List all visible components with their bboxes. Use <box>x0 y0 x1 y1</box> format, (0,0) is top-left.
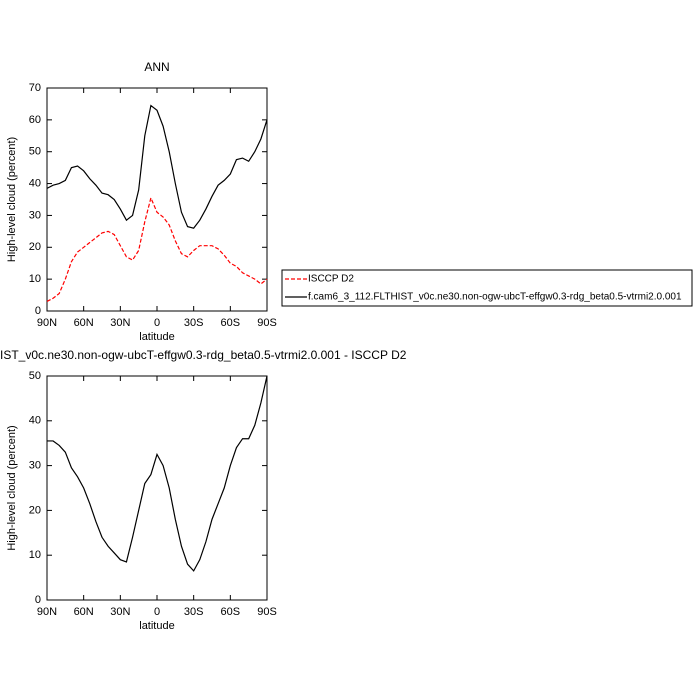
chart-title: IST_v0c.ne30.non-ogw-ubcT-effgw0.3-rdg_b… <box>0 348 407 362</box>
y-axis-label: High-level cloud (percent) <box>6 137 18 262</box>
x-axis-label: latitude <box>139 331 174 343</box>
x-tick-label: 90N <box>37 317 57 329</box>
y-axis-label: High-level cloud (percent) <box>6 425 18 550</box>
plot-frame <box>46 375 268 601</box>
legend-label: ISCCP D2 <box>308 274 354 285</box>
y-tick-label: 50 <box>29 146 41 158</box>
x-tick-label: 30S <box>184 317 204 329</box>
y-tick-label: 50 <box>29 370 41 382</box>
data-line <box>46 196 268 302</box>
y-tick-label: 60 <box>29 114 41 126</box>
x-tick-label: 90S <box>257 606 277 618</box>
data-line <box>46 104 268 229</box>
x-tick-label: 30N <box>110 317 130 329</box>
legend: ISCCP D2 f.cam6_3_112.FLTHIST_v0c.ne30.no… <box>281 269 693 307</box>
x-tick-label: 60N <box>74 606 94 618</box>
y-tick-label: 20 <box>29 241 41 253</box>
y-tick-label: 0 <box>35 305 41 317</box>
y-tick-label: 20 <box>29 504 41 516</box>
y-tick-label: 30 <box>29 460 41 472</box>
y-tick-label: 70 <box>29 82 41 94</box>
plot-frame <box>46 87 268 312</box>
x-tick-label: 90S <box>257 317 277 329</box>
x-axis-label: latitude <box>139 620 174 632</box>
x-tick-label: 90N <box>37 606 57 618</box>
chart-title: ANN <box>144 60 169 74</box>
x-tick-label: 60N <box>74 317 94 329</box>
x-tick-label: 60S <box>221 317 241 329</box>
x-tick-label: 0 <box>154 317 160 329</box>
y-tick-label: 30 <box>29 209 41 221</box>
x-tick-label: 30N <box>110 606 130 618</box>
y-tick-label: 10 <box>29 273 41 285</box>
x-tick-label: 60S <box>221 606 241 618</box>
x-tick-label: 30S <box>184 606 204 618</box>
legend-label: f.cam6_3_112.FLTHIST_v0c.ne30.non-ogw-ub… <box>308 292 682 303</box>
data-line <box>47 375 268 572</box>
y-tick-label: 0 <box>35 594 41 606</box>
legend-box <box>281 269 693 307</box>
y-tick-label: 40 <box>29 415 41 427</box>
y-tick-label: 10 <box>29 549 41 561</box>
y-tick-label: 40 <box>29 177 41 189</box>
x-tick-label: 0 <box>154 606 160 618</box>
